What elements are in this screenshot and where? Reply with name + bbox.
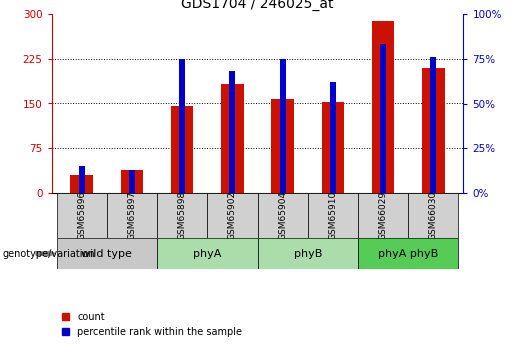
Bar <box>121 170 143 193</box>
Text: GSM65897: GSM65897 <box>127 191 136 240</box>
Bar <box>258 238 358 269</box>
Legend: count, percentile rank within the sample: count, percentile rank within the sample <box>61 312 242 337</box>
Bar <box>221 84 244 193</box>
Bar <box>408 193 458 238</box>
Bar <box>258 193 308 238</box>
Bar <box>321 102 344 193</box>
Text: GSM66029: GSM66029 <box>379 191 388 240</box>
Bar <box>107 193 157 238</box>
Bar <box>57 238 157 269</box>
Bar <box>358 238 458 269</box>
Bar <box>157 238 258 269</box>
Bar <box>308 193 358 238</box>
Bar <box>422 68 444 193</box>
Bar <box>57 193 107 238</box>
Bar <box>271 99 294 193</box>
Text: phyB: phyB <box>294 249 322 258</box>
Bar <box>79 166 84 193</box>
Bar <box>380 44 386 193</box>
Title: GDS1704 / 246025_at: GDS1704 / 246025_at <box>181 0 334 11</box>
Bar <box>229 71 235 193</box>
Bar <box>431 57 436 193</box>
Text: phyA: phyA <box>193 249 221 258</box>
Bar <box>71 175 93 193</box>
Bar <box>179 59 185 193</box>
Bar <box>207 193 258 238</box>
Text: wild type: wild type <box>81 249 132 258</box>
Bar <box>330 82 336 193</box>
Text: GSM65910: GSM65910 <box>329 191 337 240</box>
Bar <box>157 193 207 238</box>
Text: GSM65898: GSM65898 <box>178 191 186 240</box>
Text: phyA phyB: phyA phyB <box>378 249 438 258</box>
Bar <box>280 59 286 193</box>
Text: GSM65904: GSM65904 <box>278 191 287 240</box>
Bar <box>358 193 408 238</box>
Bar <box>372 21 394 193</box>
Text: GSM65896: GSM65896 <box>77 191 86 240</box>
Bar <box>171 107 194 193</box>
Bar <box>129 170 135 193</box>
Text: GSM65902: GSM65902 <box>228 191 237 240</box>
Text: genotype/variation: genotype/variation <box>3 249 95 258</box>
Text: GSM66030: GSM66030 <box>429 191 438 240</box>
